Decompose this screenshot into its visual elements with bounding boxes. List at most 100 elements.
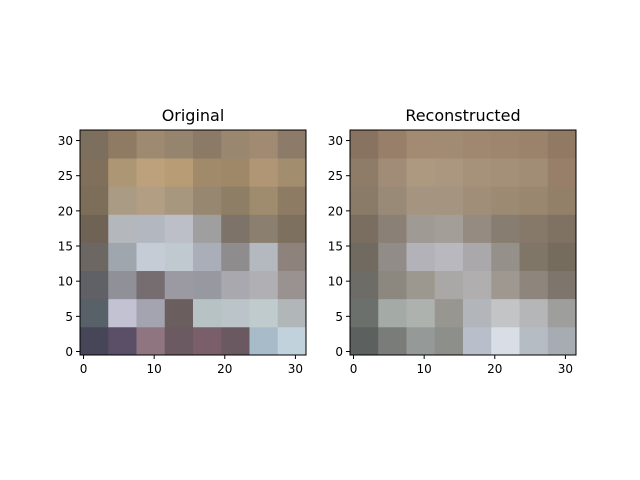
original-pixel-block bbox=[277, 214, 307, 243]
original-pixel-block bbox=[164, 326, 194, 356]
original-x-axis: 0 10 20 30 bbox=[80, 355, 303, 376]
original-pixel-block bbox=[108, 158, 137, 187]
original-pixel-block bbox=[193, 326, 222, 356]
reconstructed-pixel-block bbox=[519, 130, 549, 159]
original-pixel-block bbox=[221, 270, 250, 300]
original-pixel-block bbox=[136, 270, 166, 300]
original-y-tick-label: 20 bbox=[58, 204, 73, 218]
reconstructed-pixel-block bbox=[491, 214, 520, 243]
reconstructed-pixel-block bbox=[378, 326, 407, 356]
original-pixel-block bbox=[80, 270, 109, 300]
reconstructed-pixel-block bbox=[463, 326, 492, 356]
reconstructed-y-tick-label: 25 bbox=[328, 169, 343, 183]
original-pixel-block bbox=[277, 326, 307, 356]
reconstructed-x-tick-label: 20 bbox=[487, 362, 502, 376]
original-pixel-block bbox=[108, 270, 137, 300]
original-pixel-block bbox=[164, 214, 194, 243]
reconstructed-pixel-block bbox=[491, 242, 520, 272]
original-pixel-block bbox=[136, 186, 166, 215]
original-pixel-block bbox=[164, 186, 194, 215]
original-pixel-block bbox=[277, 298, 307, 328]
reconstructed-pixel-block bbox=[519, 326, 549, 356]
reconstructed-pixel-block bbox=[491, 326, 520, 356]
reconstructed-y-tick-label: 15 bbox=[328, 240, 343, 254]
original-pixel-block bbox=[136, 298, 166, 328]
reconstructed-pixel-block bbox=[378, 186, 407, 215]
original-pixel-block bbox=[193, 130, 222, 159]
reconstructed-pixel-block bbox=[406, 214, 436, 243]
original-pixel-block bbox=[193, 158, 222, 187]
original-panel: Original 0 10 20 30 0 5 10 15 20 25 30 bbox=[58, 106, 307, 376]
original-pixel-block bbox=[221, 326, 250, 356]
original-pixel-block bbox=[80, 298, 109, 328]
original-pixel-block bbox=[277, 186, 307, 215]
reconstructed-pixel-block bbox=[519, 214, 549, 243]
original-pixel-block bbox=[108, 326, 137, 356]
original-pixel-block bbox=[277, 242, 307, 272]
reconstructed-pixel-block bbox=[463, 158, 492, 187]
reconstructed-pixel-block bbox=[350, 326, 379, 356]
reconstructed-x-tick-label: 0 bbox=[350, 362, 358, 376]
reconstructed-y-tick-label: 10 bbox=[328, 275, 343, 289]
reconstructed-pixel-block bbox=[378, 214, 407, 243]
original-pixel-block bbox=[193, 214, 222, 243]
reconstructed-x-axis: 0 10 20 30 bbox=[350, 355, 573, 376]
reconstructed-pixel-block bbox=[519, 158, 549, 187]
original-pixel-block bbox=[221, 214, 250, 243]
original-x-tick-label: 0 bbox=[80, 362, 88, 376]
original-image bbox=[80, 130, 307, 356]
reconstructed-pixel-block bbox=[463, 242, 492, 272]
original-pixel-block bbox=[108, 186, 137, 215]
original-y-tick-label: 0 bbox=[65, 345, 73, 359]
reconstructed-pixel-block bbox=[519, 186, 549, 215]
original-y-tick-label: 15 bbox=[58, 240, 73, 254]
original-x-tick-label: 10 bbox=[147, 362, 162, 376]
reconstructed-pixel-block bbox=[406, 326, 436, 356]
original-pixel-block bbox=[80, 158, 109, 187]
original-pixel-block bbox=[136, 242, 166, 272]
original-pixel-block bbox=[193, 298, 222, 328]
reconstructed-pixel-block bbox=[547, 158, 577, 187]
reconstructed-pixel-block bbox=[463, 270, 492, 300]
original-x-tick-label: 20 bbox=[217, 362, 232, 376]
original-pixel-block bbox=[249, 326, 279, 356]
reconstructed-pixel-block bbox=[491, 298, 520, 328]
original-pixel-block bbox=[249, 186, 279, 215]
reconstructed-y-tick-label: 30 bbox=[328, 134, 343, 148]
original-pixel-block bbox=[164, 130, 194, 159]
reconstructed-pixel-block bbox=[434, 214, 464, 243]
reconstructed-pixel-block bbox=[519, 270, 549, 300]
reconstructed-x-tick-label: 30 bbox=[558, 362, 573, 376]
original-axes-frame bbox=[79, 129, 307, 356]
original-pixel-block bbox=[193, 270, 222, 300]
original-y-tick-label: 25 bbox=[58, 169, 73, 183]
reconstructed-pixel-block bbox=[519, 298, 549, 328]
original-pixel-block bbox=[221, 242, 250, 272]
reconstructed-pixel-block bbox=[547, 326, 577, 356]
reconstructed-pixel-block bbox=[434, 270, 464, 300]
original-pixel-block bbox=[80, 214, 109, 243]
reconstructed-pixel-block bbox=[350, 298, 379, 328]
original-pixel-block bbox=[221, 298, 250, 328]
original-pixel-block bbox=[80, 242, 109, 272]
reconstructed-pixel-block bbox=[406, 186, 436, 215]
reconstructed-pixel-block bbox=[434, 326, 464, 356]
reconstructed-pixel-block bbox=[434, 130, 464, 159]
reconstructed-pixel-block bbox=[406, 158, 436, 187]
original-y-axis: 0 5 10 15 20 25 30 bbox=[58, 134, 80, 359]
original-y-tick-label: 30 bbox=[58, 134, 73, 148]
original-pixel-block bbox=[249, 214, 279, 243]
reconstructed-pixel-block bbox=[463, 214, 492, 243]
original-pixel-block bbox=[108, 214, 137, 243]
original-pixel-block bbox=[193, 242, 222, 272]
reconstructed-pixel-block bbox=[547, 270, 577, 300]
original-pixel-block bbox=[277, 130, 307, 159]
reconstructed-pixel-block bbox=[378, 130, 407, 159]
original-pixel-block bbox=[249, 298, 279, 328]
reconstructed-pixel-block bbox=[434, 186, 464, 215]
original-pixel-block bbox=[108, 298, 137, 328]
original-pixel-block bbox=[221, 158, 250, 187]
reconstructed-pixel-block bbox=[378, 158, 407, 187]
reconstructed-panel: Reconstructed 0 10 20 30 0 5 10 15 20 25 30 bbox=[328, 106, 577, 376]
